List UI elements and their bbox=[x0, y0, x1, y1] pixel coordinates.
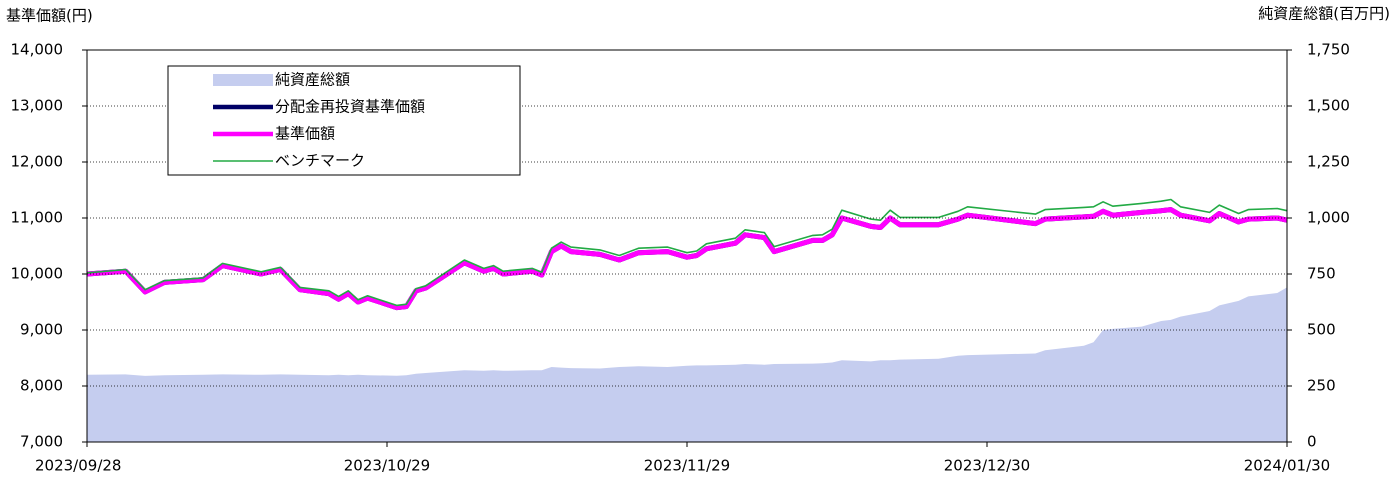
x-tick-label: 2024/01/30 bbox=[1244, 457, 1330, 475]
y2-tick-label: 250 bbox=[1307, 377, 1336, 395]
y-tick-label: 8,000 bbox=[20, 377, 63, 395]
legend-swatch bbox=[213, 74, 273, 86]
area bbox=[87, 287, 1287, 442]
legend-label: 分配金再投資基準価額 bbox=[275, 98, 425, 116]
legend-label: 純資産総額 bbox=[275, 71, 350, 89]
y-tick-label: 11,000 bbox=[11, 209, 64, 227]
y-axis-label: 基準価額(円) bbox=[6, 7, 93, 25]
legend-label: ベンチマーク bbox=[275, 152, 365, 170]
y2-tick-label: 0 bbox=[1307, 433, 1317, 451]
x-tick-label: 2023/10/29 bbox=[344, 457, 430, 475]
y-tick-label: 9,000 bbox=[20, 321, 63, 339]
x-tick-label: 2023/09/28 bbox=[35, 457, 121, 475]
y2-axis-label: 純資産総額(百万円) bbox=[1258, 5, 1390, 23]
y-tick-label: 14,000 bbox=[11, 41, 64, 59]
y-tick-label: 10,000 bbox=[11, 265, 64, 283]
y-tick-label: 12,000 bbox=[11, 153, 64, 171]
y2-tick-label: 1,750 bbox=[1307, 41, 1350, 59]
y-tick-label: 7,000 bbox=[20, 433, 63, 451]
legend-label: 基準価額 bbox=[275, 125, 335, 143]
x-tick-label: 2023/11/29 bbox=[644, 457, 730, 475]
y2-tick-label: 500 bbox=[1307, 321, 1336, 339]
y2-tick-label: 1,000 bbox=[1307, 209, 1350, 227]
y2-tick-label: 1,250 bbox=[1307, 153, 1350, 171]
plot-frame bbox=[86, 49, 1288, 443]
line bbox=[86, 207, 1288, 311]
y2-tick-label: 1,500 bbox=[1307, 97, 1350, 115]
line bbox=[86, 198, 1288, 307]
y-tick-label: 13,000 bbox=[11, 97, 64, 115]
x-tick-label: 2023/12/30 bbox=[944, 457, 1030, 475]
y2-tick-label: 750 bbox=[1307, 265, 1336, 283]
